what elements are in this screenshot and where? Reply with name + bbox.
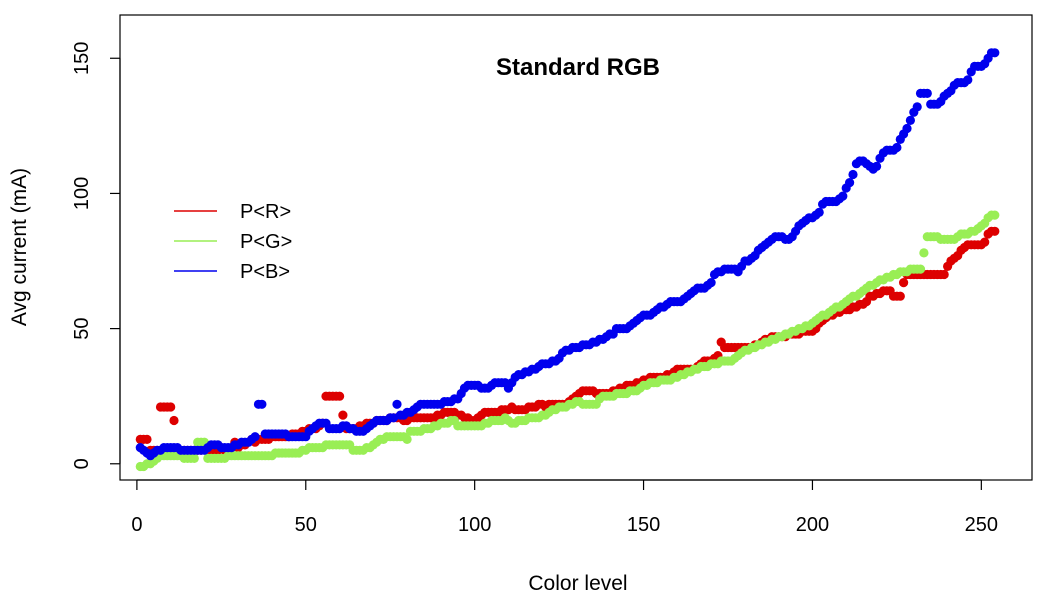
series-2 bbox=[135, 210, 1000, 472]
data-point bbox=[990, 210, 1000, 220]
data-point bbox=[902, 123, 912, 134]
data-point bbox=[848, 169, 858, 180]
x-tick-label: 0 bbox=[131, 514, 142, 536]
legend-label: P<B> bbox=[240, 261, 290, 283]
x-axis: 0 50 100 150 200 250 bbox=[131, 479, 998, 536]
x-tick-label: 200 bbox=[796, 514, 829, 536]
data-point bbox=[392, 399, 402, 409]
data-point bbox=[166, 402, 176, 412]
data-point bbox=[814, 207, 824, 217]
data-point bbox=[899, 278, 909, 288]
x-tick-label: 100 bbox=[458, 514, 491, 536]
data-point bbox=[915, 264, 926, 274]
legend: P<R> P<G> P<B> bbox=[174, 201, 292, 283]
data-point bbox=[912, 102, 922, 112]
data-point bbox=[990, 48, 1000, 58]
data-point bbox=[939, 269, 949, 280]
legend-label: P<G> bbox=[240, 231, 292, 253]
data-point bbox=[922, 88, 932, 98]
y-tick-label: 50 bbox=[71, 317, 93, 339]
data-point bbox=[872, 161, 882, 171]
data-point bbox=[838, 191, 848, 201]
data-point bbox=[402, 434, 412, 444]
chart-title: Standard RGB bbox=[496, 54, 660, 81]
data-point bbox=[335, 391, 345, 401]
x-tick-label: 150 bbox=[627, 514, 660, 536]
data-point bbox=[189, 453, 199, 463]
data-point bbox=[892, 142, 902, 153]
y-tick-label: 0 bbox=[71, 458, 93, 469]
data-point bbox=[257, 399, 267, 409]
points-layer bbox=[135, 48, 1000, 472]
y-axis: 0 50 100 150 bbox=[71, 42, 121, 469]
series-3 bbox=[135, 48, 1000, 461]
data-point bbox=[905, 115, 916, 125]
data-point bbox=[980, 237, 990, 247]
legend-label: P<R> bbox=[240, 201, 291, 223]
data-point bbox=[845, 178, 855, 188]
data-point bbox=[990, 226, 1000, 236]
data-point bbox=[706, 278, 716, 288]
y-axis-label: Avg current (mA) bbox=[8, 168, 31, 326]
data-point bbox=[250, 432, 260, 442]
y-tick-label: 150 bbox=[71, 42, 93, 75]
x-tick-label: 50 bbox=[295, 514, 317, 536]
data-point bbox=[963, 75, 973, 85]
y-tick-label: 100 bbox=[71, 177, 93, 210]
x-tick-label: 250 bbox=[965, 514, 998, 536]
data-point bbox=[895, 291, 905, 301]
data-point bbox=[169, 415, 179, 426]
data-point bbox=[919, 248, 929, 258]
data-point bbox=[338, 410, 348, 420]
data-point bbox=[142, 434, 152, 444]
x-axis-label: Color level bbox=[528, 572, 627, 595]
